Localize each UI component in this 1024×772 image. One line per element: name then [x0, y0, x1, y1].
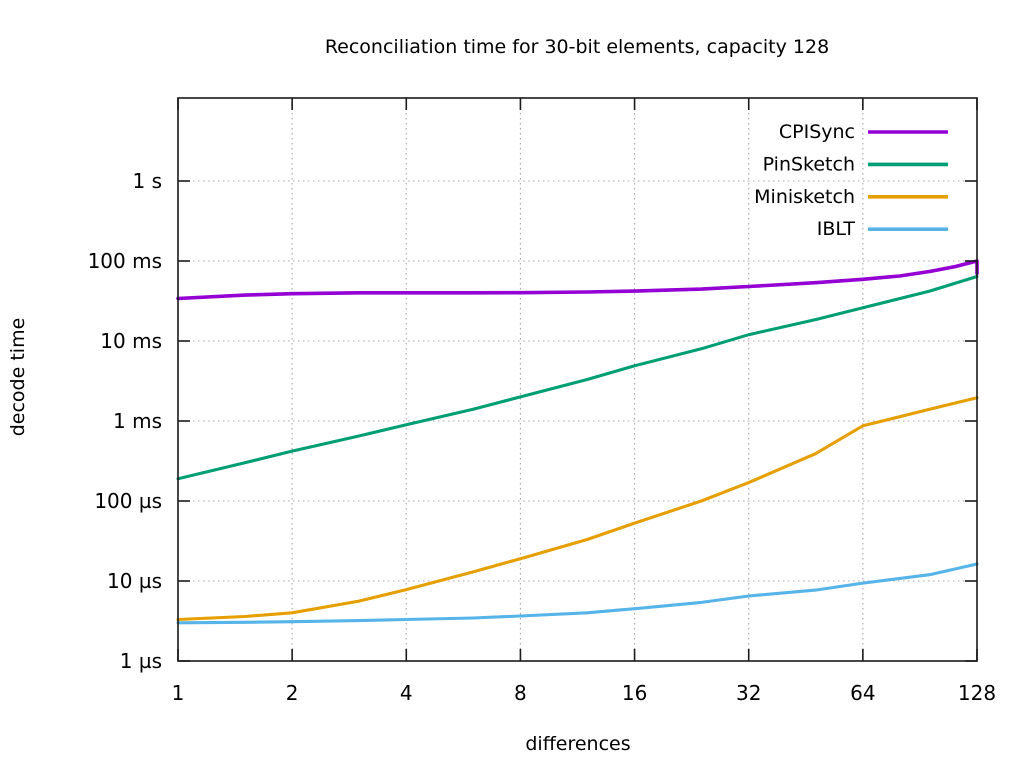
y-tick-label: 1 ms [113, 409, 162, 433]
tick-label-layer: 1 s 100 ms 10 ms 1 ms 100 µs 10 µs 1 µs 1 2 4 8 16 3… [88, 169, 997, 705]
legend-label: Minisketch [754, 186, 855, 208]
series-line-cpisync [176, 259, 979, 301]
series-line-pinsketch [176, 274, 979, 481]
legend: CPISync PinSketch Minisketch IBLT [754, 121, 948, 240]
legend-label: CPISync [779, 121, 855, 143]
series-line-minisketch [176, 396, 979, 622]
y-tick-label: 100 ms [88, 249, 162, 273]
x-tick-label: 128 [958, 681, 996, 705]
x-tick-label: 64 [850, 681, 875, 705]
x-tick-label: 32 [736, 681, 761, 705]
legend-item-cpisync: CPISync [779, 121, 948, 143]
y-axis-title: decode time [7, 318, 29, 437]
y-tick-label: 10 ms [100, 329, 162, 353]
series-line-iblt [176, 562, 979, 625]
y-tick-label: 10 µs [107, 569, 162, 593]
legend-label: PinSketch [763, 153, 855, 175]
legend-label: IBLT [817, 218, 856, 240]
grid-layer [178, 98, 977, 661]
frame-layer [177, 97, 978, 662]
x-tick-label: 2 [286, 681, 299, 705]
x-tick-label: 1 [172, 681, 185, 705]
y-tick-label: 1 s [132, 169, 162, 193]
y-tick-label: 1 µs [120, 649, 162, 673]
x-axis-title: differences [525, 733, 630, 755]
legend-item-iblt: IBLT [817, 218, 948, 240]
plot-border [177, 97, 978, 662]
legend-item-minisketch: Minisketch [754, 186, 948, 208]
x-tick-label: 4 [400, 681, 413, 705]
chart-title: Reconciliation time for 30-bit elements,… [325, 36, 829, 58]
legend-item-pinsketch: PinSketch [763, 153, 948, 175]
x-tick-label: 16 [622, 681, 647, 705]
y-tick-label: 100 µs [94, 489, 162, 513]
x-tick-label: 8 [514, 681, 527, 705]
series-layer [176, 259, 979, 625]
